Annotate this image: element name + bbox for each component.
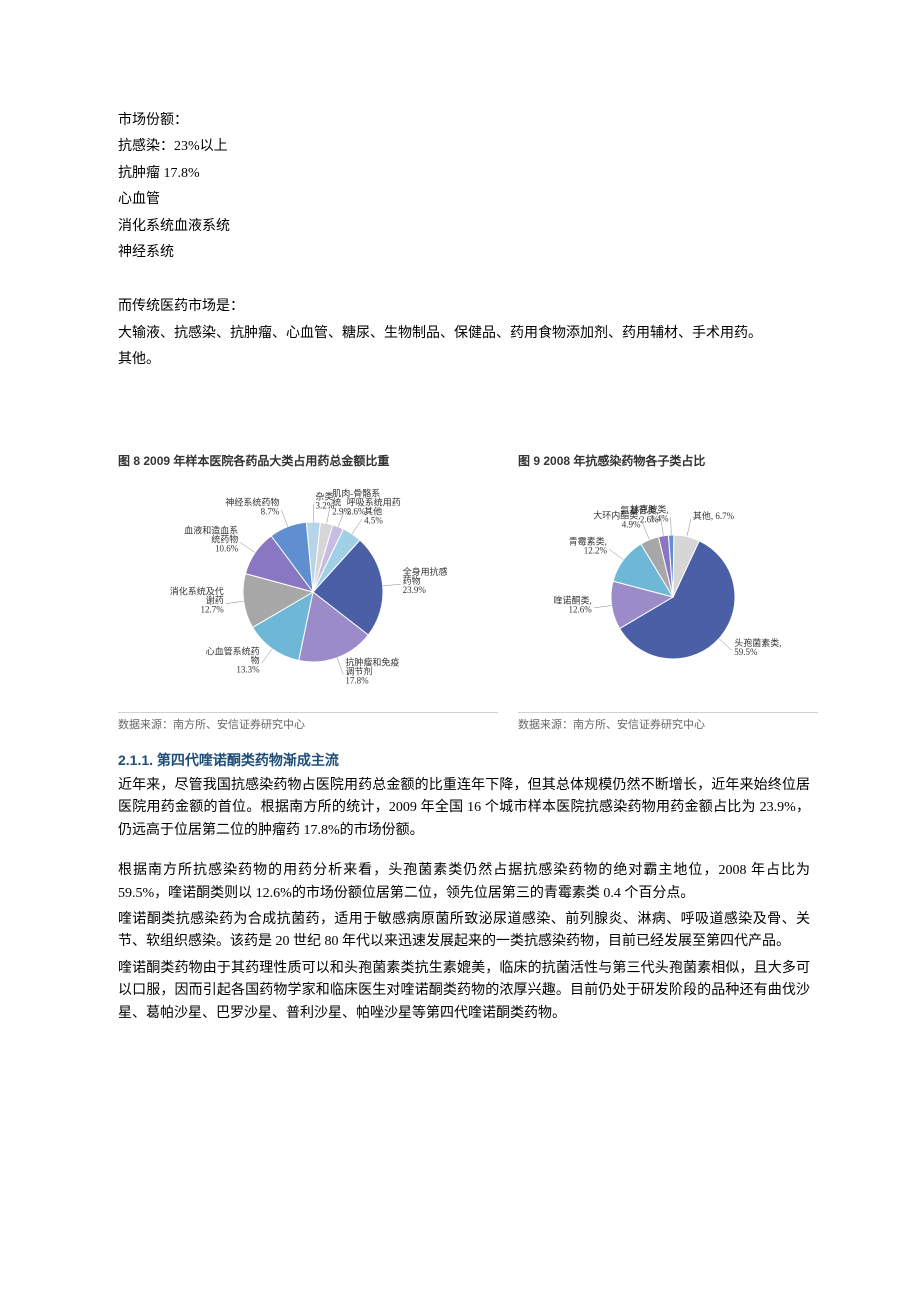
intro2-line: 其他。 bbox=[118, 349, 810, 371]
pie-leader-line bbox=[240, 542, 255, 552]
pie-slice-label: 血液和造血系统药物10.6% bbox=[184, 524, 239, 553]
chart-8-container: 图 8 2009 年样本医院各药品大类占用药总金额比重 全身用抗感药物23.9%… bbox=[118, 452, 498, 735]
pie-leader-line bbox=[594, 605, 612, 607]
chart-9-container: 图 9 2008 年抗感染药物各子类占比 头孢菌素类,59.5% 喹诺酮类,12.… bbox=[518, 452, 818, 735]
intro-line: 消化系统血液系统 bbox=[118, 216, 810, 238]
pie-slice-label: 喹诺酮类,12.6% bbox=[553, 594, 592, 614]
intro2-line: 而传统医药市场是： bbox=[118, 296, 810, 318]
section-title: 第四代喹诺酮类药物渐成主流 bbox=[157, 752, 339, 768]
pie-leader-line bbox=[609, 549, 623, 560]
pie-slice-label: 其他4.5% bbox=[364, 505, 383, 525]
chart-8-source: 数据来源：南方所、安信证券研究中心 bbox=[118, 717, 498, 735]
pie-leader-line bbox=[383, 584, 401, 586]
pie-slice-label: 青霉素类,12.2% bbox=[569, 535, 608, 555]
pie-leader-line bbox=[281, 510, 287, 527]
pie-slice-label: 神经系统药物8.7% bbox=[225, 496, 280, 516]
section-para: 喹诺酮类抗感染药为合成抗菌药，适用于敏感病原菌所致泌尿道感染、前列腺炎、淋病、呼… bbox=[118, 909, 810, 954]
section-number: 2.1.1. bbox=[118, 752, 153, 768]
intro-line: 抗肿瘤 17.8% bbox=[118, 163, 810, 185]
chart-9-pie: 头孢菌素类,59.5%喹诺酮类,12.6%青霉素类,12.2%大环内酯类,4.9… bbox=[518, 477, 818, 702]
pie-leader-line bbox=[643, 523, 650, 540]
section-para: 喹诺酮类药物由于其药理性质可以和头孢菌素类抗生素媲美，临床的抗菌活性与第三代头孢… bbox=[118, 958, 810, 1025]
chart-8-divider bbox=[118, 712, 498, 713]
chart-8-title: 图 8 2009 年样本医院各药品大类占用药总金额比重 bbox=[118, 452, 498, 471]
charts-row: 图 8 2009 年样本医院各药品大类占用药总金额比重 全身用抗感药物23.9%… bbox=[118, 452, 810, 735]
pie-leader-line bbox=[226, 601, 244, 603]
pie-slice-label: 心血管系统药物13.3% bbox=[206, 645, 261, 674]
pie-slice-label: 其他, 6.7% bbox=[693, 510, 735, 521]
intro2-line: 大输液、抗感染、抗肿瘤、心血管、糖尿、生物制品、保健品、药用食物添加剂、药用辅材… bbox=[118, 323, 810, 345]
pie-leader-line bbox=[262, 649, 273, 664]
pie-leader-line bbox=[671, 517, 672, 535]
chart-9-source: 数据来源：南方所、安信证券研究中心 bbox=[518, 717, 818, 735]
market-share-block: 市场份额： 抗感染：23%以上 抗肿瘤 17.8% 心血管 消化系统血液系统 神… bbox=[118, 110, 810, 264]
pie-slice-label: 头孢菌素类,59.5% bbox=[734, 637, 781, 657]
intro-line: 心血管 bbox=[118, 189, 810, 211]
section-para-group-1: 近年来，尽管我国抗感染药物占医院用药总金额的比重连年下降，但其总体规模仍然不断增… bbox=[118, 775, 810, 842]
section-para-group-2: 根据南方所抗感染药物的用药分析来看，头孢菌素类仍然占据抗感染药物的绝对霸主地位，… bbox=[118, 860, 810, 1025]
intro-line: 市场份额： bbox=[118, 110, 810, 132]
section-para: 根据南方所抗感染药物的用药分析来看，头孢菌素类仍然占据抗感染药物的绝对霸主地位，… bbox=[118, 860, 810, 905]
intro-line: 抗感染：23%以上 bbox=[118, 136, 810, 158]
pie-slice-label: 全身用抗感药物23.9% bbox=[403, 566, 448, 595]
intro-line: 神经系统 bbox=[118, 242, 810, 264]
section-heading: 2.1.1. 第四代喹诺酮类药物渐成主流 bbox=[118, 749, 810, 771]
pie-leader-line bbox=[719, 638, 732, 650]
traditional-market-block: 而传统医药市场是： 大输液、抗感染、抗肿瘤、心血管、糖尿、生物制品、保健品、药用… bbox=[118, 296, 810, 371]
chart-9-divider bbox=[518, 712, 818, 713]
chart-8-pie: 全身用抗感药物23.9% 抗肿瘤和免疫调节剂17.8% 心血管系统药物13.3% 消化… bbox=[118, 477, 498, 702]
chart-9-title: 图 9 2008 年抗感染药物各子类占比 bbox=[518, 452, 818, 471]
pie-slice-label: 消化系统及代谢药12.7% bbox=[170, 585, 225, 614]
pie-slice-label: 抗肿瘤和免疫调节剂17.8% bbox=[345, 656, 399, 685]
pie-leader-line bbox=[352, 519, 362, 534]
section-para: 近年来，尽管我国抗感染药物占医院用药总金额的比重连年下降，但其总体规模仍然不断增… bbox=[118, 775, 810, 842]
pie-leader-line bbox=[687, 519, 691, 537]
pie-leader-line bbox=[337, 657, 343, 674]
